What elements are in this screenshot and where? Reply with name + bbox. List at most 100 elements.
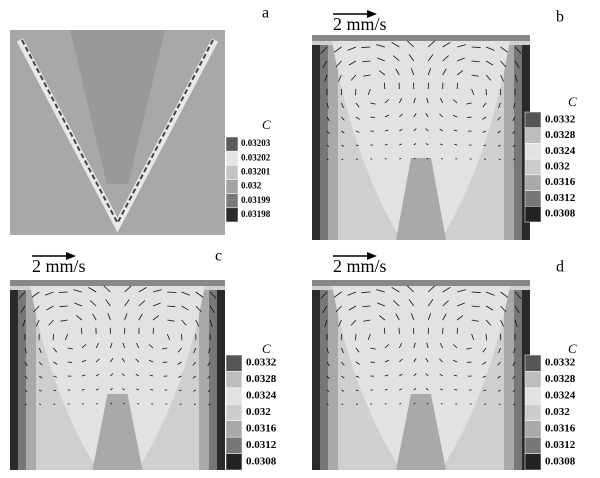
legend-level: 0.0332 — [545, 357, 576, 369]
legend-level: 0.03198 — [241, 209, 271, 219]
legend-level: 0.032 — [545, 161, 570, 173]
legend-title: C — [568, 94, 577, 109]
legend-level: 0.0308 — [545, 455, 576, 467]
scale-label: 2 mm/s — [32, 256, 86, 276]
velocity-vector — [150, 389, 153, 390]
legend-swatch — [226, 437, 242, 453]
legend-title: C — [568, 341, 577, 356]
velocity-vector — [82, 389, 85, 390]
panel: 2 mm/s d C0.0332 0.0328 0.0324 0.032 0.0316 0.0… — [312, 252, 577, 470]
scale-label: 2 mm/s — [333, 14, 387, 34]
legend-level: 0.0328 — [545, 129, 576, 141]
legend-swatch — [226, 180, 238, 194]
legend-level: 0.0324 — [545, 390, 576, 402]
legend-level: 0.0312 — [545, 192, 576, 204]
band — [514, 290, 522, 470]
velocity-vector — [167, 292, 176, 293]
legend-level: 0.0324 — [545, 145, 576, 157]
velocity-vector — [455, 144, 458, 145]
velocity-vector — [385, 144, 388, 145]
velocity-vector — [472, 292, 481, 293]
legend-level: 0.0308 — [545, 208, 576, 220]
legend-swatch — [525, 388, 541, 404]
scale-label: 2 mm/s — [333, 256, 387, 276]
legend-level: 0.0316 — [545, 422, 576, 434]
velocity-vector — [81, 328, 82, 334]
top — [312, 280, 530, 286]
panel-label: a — [262, 5, 269, 22]
legend-swatch — [226, 151, 238, 165]
legend-level: 0.032 — [241, 181, 262, 191]
legend-level: 0.0316 — [545, 176, 576, 188]
band — [320, 45, 328, 240]
legend-level: 0.03201 — [241, 166, 271, 176]
legend-swatch — [525, 355, 541, 371]
legend-level: 0.032 — [246, 406, 271, 418]
legend-level: 0.0332 — [545, 113, 576, 125]
legend-level: 0.0328 — [246, 373, 277, 385]
band — [312, 290, 320, 470]
legend-swatch — [525, 371, 541, 387]
band — [18, 290, 26, 470]
legend-level: 0.03203 — [241, 138, 271, 148]
band — [504, 45, 514, 240]
legend-level: 0.0312 — [246, 439, 277, 451]
legend-swatch — [525, 454, 541, 470]
legend-swatch — [525, 159, 541, 175]
legend-swatch — [525, 404, 541, 420]
legend-level: 0.0332 — [246, 357, 277, 369]
top — [312, 35, 530, 41]
panel-label: d — [556, 259, 564, 276]
band — [514, 45, 522, 240]
velocity-vector — [472, 47, 481, 48]
legend-swatch — [226, 355, 242, 371]
band — [504, 290, 514, 470]
velocity-vector — [361, 292, 370, 293]
velocity-vector — [457, 83, 458, 89]
legend-level: 0.0308 — [246, 455, 277, 467]
legend-swatch — [226, 165, 238, 179]
legend-title: C — [262, 117, 271, 132]
band — [312, 45, 320, 240]
legend-swatch — [226, 208, 238, 222]
legend-swatch — [525, 437, 541, 453]
band — [328, 290, 338, 470]
velocity-vector — [457, 328, 458, 334]
panel: a C 0.03203 0.03202 0.03201 0.032 0.03199 0.031… — [10, 5, 271, 235]
legend-swatch — [226, 371, 242, 387]
legend-title: C — [262, 341, 271, 356]
legend-level: 0.0328 — [545, 373, 576, 385]
velocity-vector — [361, 47, 370, 48]
panel: 2 mm/s b C 0.0332 0.0328 0.0324 0.032 0.0316 0.0… — [312, 9, 577, 240]
legend-swatch — [525, 143, 541, 159]
legend-swatch — [525, 191, 541, 207]
velocity-vector — [455, 389, 458, 390]
velocity-vector — [385, 389, 388, 390]
legend-swatch — [226, 404, 242, 420]
panel-label: b — [556, 9, 564, 26]
legend-swatch — [525, 206, 541, 222]
legend-swatch — [525, 421, 541, 437]
figure: a C 0.03203 0.03202 0.03201 0.032 0.03199 0.031… — [0, 0, 600, 473]
velocity-vector — [384, 328, 385, 334]
legend-swatch — [226, 454, 242, 470]
band — [328, 45, 338, 240]
legend-swatch — [226, 388, 242, 404]
band — [26, 290, 36, 470]
band — [10, 290, 18, 470]
legend-swatch — [525, 175, 541, 191]
legend-level: 0.03202 — [241, 152, 271, 162]
legend-level: 0.032 — [545, 406, 570, 418]
velocity-vector — [59, 292, 68, 293]
band — [199, 290, 209, 470]
band — [320, 290, 328, 470]
velocity-vector — [384, 83, 385, 89]
legend-swatch — [525, 112, 541, 128]
band — [217, 290, 225, 470]
legend-swatch — [226, 194, 238, 208]
legend-level: 0.0312 — [545, 439, 576, 451]
velocity-vector — [153, 328, 154, 334]
panel-label: c — [215, 248, 222, 265]
legend-level: 0.03199 — [241, 195, 271, 205]
legend-swatch — [226, 421, 242, 437]
